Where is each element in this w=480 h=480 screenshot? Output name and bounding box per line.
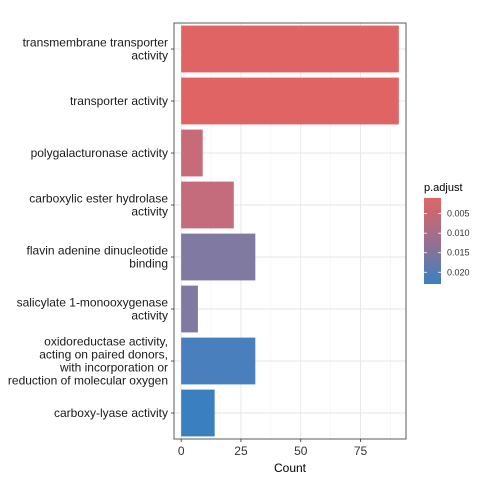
bar (181, 77, 399, 125)
x-tick-label: 0 (178, 444, 185, 458)
bar (181, 337, 256, 385)
x-axis-title: Count (274, 461, 307, 475)
legend-tick-label: 0.010 (447, 228, 470, 238)
x-axis: 0 25 50 75 (178, 439, 368, 458)
category-label: transporter activity (70, 94, 168, 108)
panel-border (173, 22, 407, 440)
x-tick-label: 50 (294, 444, 308, 458)
bar (181, 25, 399, 73)
legend: p.adjust 0.005 0.010 0.015 0.020 (424, 182, 470, 284)
legend-tick-label: 0.005 (447, 209, 470, 219)
x-tick-label: 25 (234, 444, 248, 458)
legend-ticks: 0.005 0.010 0.015 0.020 (424, 209, 470, 277)
category-label: oxidoreductase activity, acting on paired… (8, 335, 168, 388)
bar (181, 389, 215, 437)
category-label: polygalacturonase activity (31, 146, 168, 160)
bar (181, 181, 234, 229)
legend-tick-label: 0.020 (447, 267, 470, 277)
x-tick-label: 75 (354, 444, 368, 458)
category-label: carboxy-lyase activity (54, 406, 168, 420)
category-label: carboxylic ester hydrolase activity (29, 192, 168, 219)
legend-title: p.adjust (424, 182, 463, 194)
bar (181, 285, 198, 333)
bars (181, 25, 399, 437)
category-label: transmembrane transporter activity (23, 36, 168, 63)
category-label: salicylate 1-monooxygenase activity (17, 296, 169, 323)
legend-tick-label: 0.015 (447, 248, 470, 258)
category-label: flavin adenine dinucleotide binding (27, 244, 169, 271)
legend-colorbar (424, 198, 441, 284)
category-labels: transmembrane transporter activity transpo… (8, 36, 174, 420)
bar (181, 233, 256, 281)
bar (181, 129, 203, 177)
